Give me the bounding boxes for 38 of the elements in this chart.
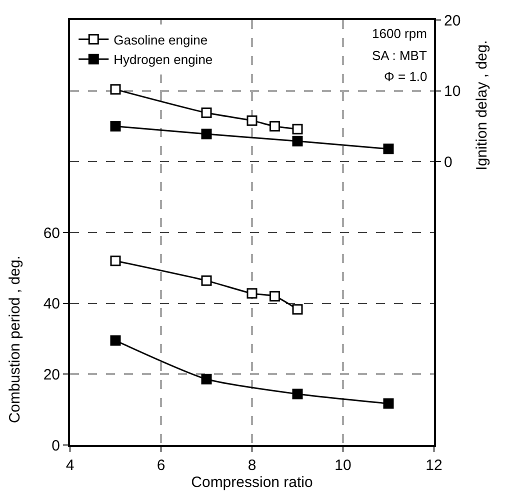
point: [110, 84, 121, 95]
point: [110, 335, 121, 346]
x-tick-label: 10: [334, 457, 352, 474]
y2-tick-label: 20: [444, 12, 461, 30]
point: [270, 291, 280, 302]
annotation: SA : MBT: [372, 48, 427, 63]
x-tick-label: 4: [66, 457, 74, 474]
point: [201, 128, 212, 140]
y-axis-title: Combustion period , deg.: [6, 256, 24, 424]
y-tick-label: 20: [43, 366, 60, 384]
point: [292, 124, 303, 134]
point: [383, 398, 394, 409]
point: [201, 275, 212, 286]
point: [292, 388, 303, 400]
point: [110, 256, 121, 266]
point: [201, 374, 212, 384]
y-tick-label: 40: [43, 296, 60, 313]
point: [292, 304, 303, 315]
annotation: 1600 rpm: [372, 26, 427, 41]
y2-axis-title: Ignition delay , deg.: [473, 40, 490, 170]
x-tick-label: 6: [156, 457, 166, 474]
annotation: Φ = 1.0: [384, 69, 428, 84]
y2-tick-label: 10: [444, 83, 461, 100]
y-tick-label: 60: [43, 224, 60, 242]
point: [110, 121, 121, 132]
x-tick-label: 8: [248, 457, 256, 474]
legend-label: Hydrogen engine: [114, 52, 213, 68]
point: [292, 136, 303, 146]
x-axis-title: Compression ratio: [191, 474, 313, 491]
point: [201, 108, 212, 118]
y2-tick-label: 0: [444, 154, 452, 171]
point: [270, 121, 280, 132]
point: [246, 288, 258, 299]
x-tick-label: 12: [426, 457, 442, 474]
point: [246, 115, 258, 126]
point: [383, 144, 394, 154]
legend-label: Gasoline engine: [114, 32, 208, 48]
y-tick-label: 0: [52, 437, 60, 454]
